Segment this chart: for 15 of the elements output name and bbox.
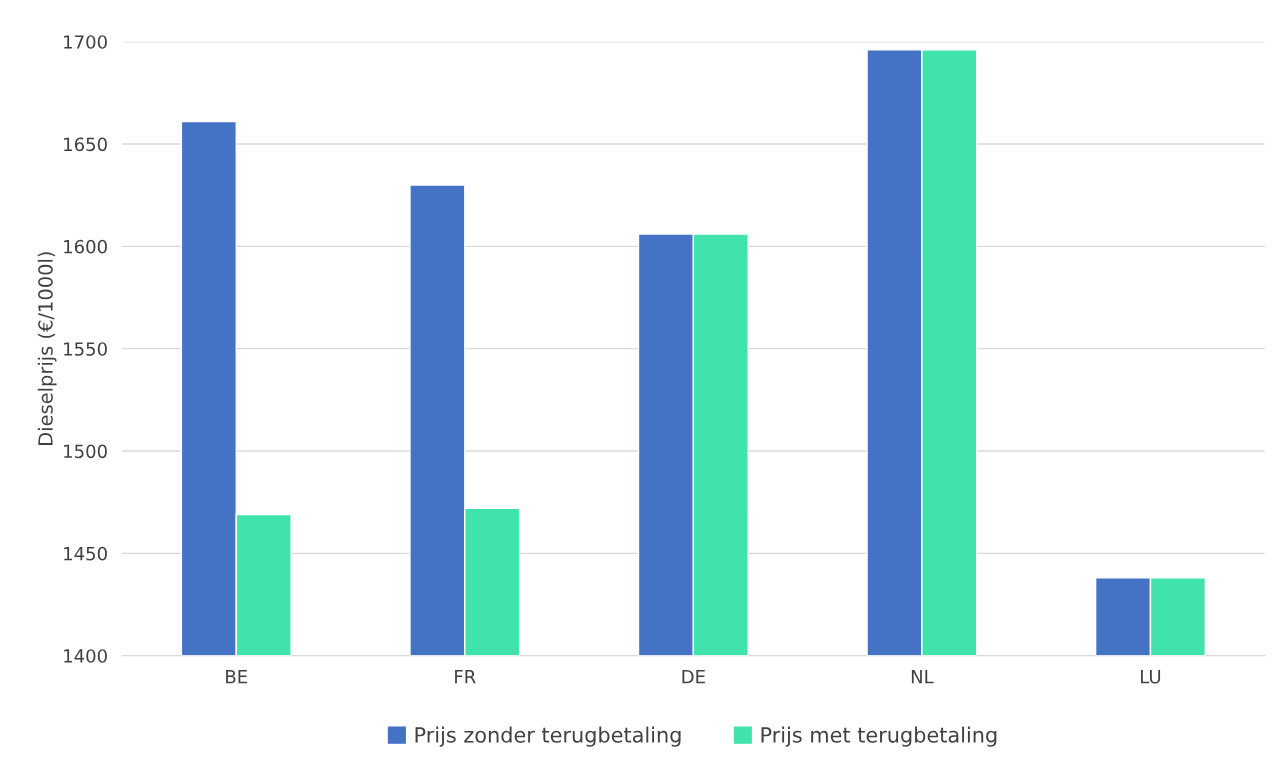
x-tick-label: NL [911, 670, 934, 684]
y-tick-label: 1600 [64, 239, 107, 254]
legend-label: Prijs met terugbetaling [761, 726, 997, 747]
y-tick-label: 1450 [64, 546, 107, 561]
x-tick-label: FR [455, 670, 476, 684]
y-tick-label: 1400 [64, 649, 107, 663]
y-axis-title: Dieselprijs (€/1000l) [37, 252, 57, 445]
x-tick-label: LU [1141, 670, 1161, 684]
legend-label: Prijs zonder terugbetaling [415, 726, 681, 747]
y-tick-label: 1500 [64, 444, 107, 459]
y-tick-label: 1700 [64, 35, 107, 49]
y-tick-label: 1550 [64, 342, 107, 356]
x-tick-label: BE [226, 670, 247, 684]
x-tick-label: DE [682, 670, 705, 684]
y-tick-label: 1650 [64, 137, 107, 152]
